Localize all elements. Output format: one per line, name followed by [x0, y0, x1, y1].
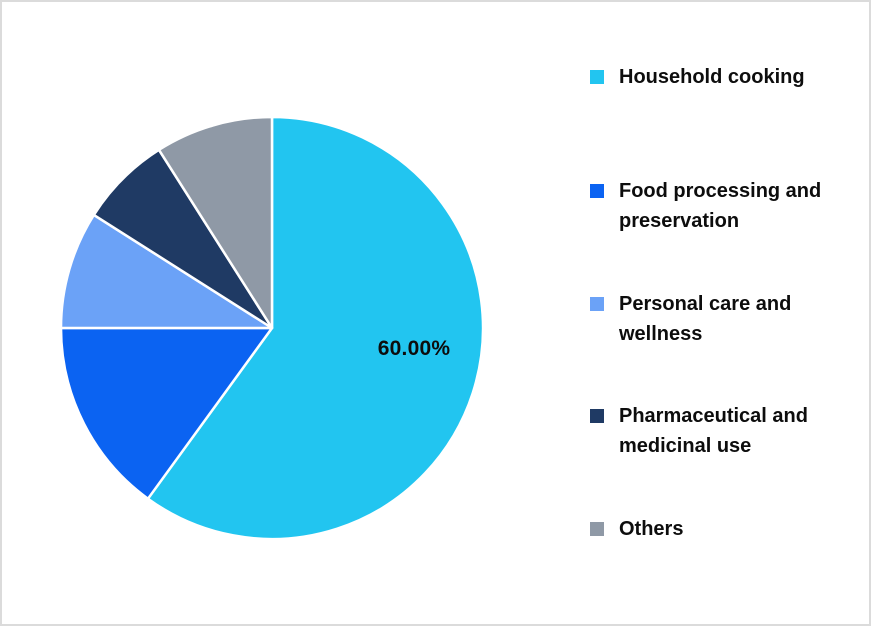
pie-slice-personal-care-and-wellness — [59, 213, 274, 330]
pie-slice-others — [157, 115, 274, 330]
pie-slice-food-processing-and-preservation — [59, 326, 274, 500]
pie-slice-household-cooking — [146, 115, 485, 541]
pie-slice-data-label: 60.00% — [377, 337, 451, 360]
